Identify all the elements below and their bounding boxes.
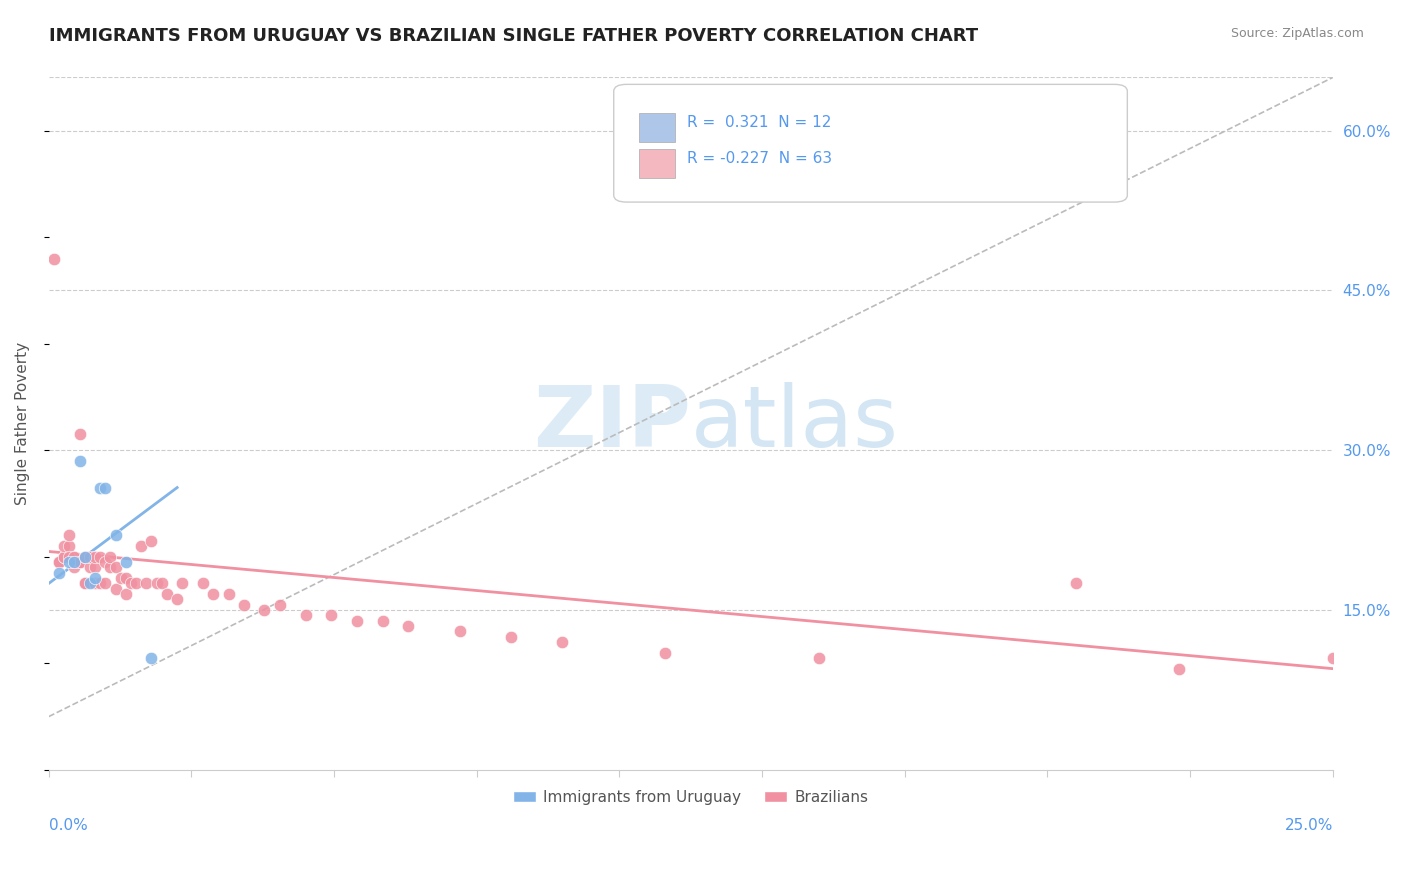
Point bbox=[79, 560, 101, 574]
Point bbox=[53, 549, 76, 564]
Point bbox=[63, 555, 86, 569]
Point bbox=[89, 549, 111, 564]
Text: R = -0.227  N = 63: R = -0.227 N = 63 bbox=[688, 151, 832, 166]
Point bbox=[79, 576, 101, 591]
Text: Source: ZipAtlas.com: Source: ZipAtlas.com bbox=[1230, 27, 1364, 40]
Point bbox=[69, 427, 91, 442]
Text: ZIP: ZIP bbox=[533, 382, 690, 465]
Point bbox=[100, 549, 122, 564]
Point bbox=[53, 549, 76, 564]
Point bbox=[150, 576, 173, 591]
Point bbox=[58, 549, 80, 564]
Text: R =  0.321  N = 12: R = 0.321 N = 12 bbox=[688, 115, 831, 130]
Y-axis label: Single Father Poverty: Single Father Poverty bbox=[15, 343, 30, 505]
Point bbox=[808, 651, 831, 665]
Point bbox=[125, 576, 148, 591]
Point bbox=[42, 252, 65, 266]
Point bbox=[104, 528, 127, 542]
Point bbox=[58, 555, 80, 569]
Text: atlas: atlas bbox=[690, 382, 898, 465]
Point bbox=[551, 635, 574, 649]
Text: IMMIGRANTS FROM URUGUAY VS BRAZILIAN SINGLE FATHER POVERTY CORRELATION CHART: IMMIGRANTS FROM URUGUAY VS BRAZILIAN SIN… bbox=[49, 27, 979, 45]
Point bbox=[114, 555, 136, 569]
Point bbox=[53, 539, 76, 553]
Text: 25.0%: 25.0% bbox=[1285, 818, 1333, 833]
Point bbox=[110, 571, 132, 585]
Text: 0.0%: 0.0% bbox=[49, 818, 87, 833]
Point bbox=[48, 566, 70, 580]
Point bbox=[73, 576, 96, 591]
Point bbox=[120, 576, 142, 591]
Point bbox=[94, 481, 117, 495]
Point bbox=[84, 560, 107, 574]
Point bbox=[156, 587, 179, 601]
FancyBboxPatch shape bbox=[640, 112, 675, 142]
Point bbox=[84, 549, 107, 564]
Point bbox=[89, 481, 111, 495]
Point bbox=[69, 555, 91, 569]
FancyBboxPatch shape bbox=[640, 149, 675, 178]
FancyBboxPatch shape bbox=[614, 85, 1128, 202]
Point bbox=[321, 608, 343, 623]
Point bbox=[94, 555, 117, 569]
Point bbox=[145, 576, 167, 591]
Point bbox=[1064, 576, 1087, 591]
Point bbox=[58, 528, 80, 542]
Point bbox=[94, 576, 117, 591]
Point bbox=[58, 539, 80, 553]
Point bbox=[48, 555, 70, 569]
Point bbox=[1322, 651, 1344, 665]
Point bbox=[135, 576, 157, 591]
Point bbox=[73, 576, 96, 591]
Point bbox=[1167, 662, 1189, 676]
Point bbox=[129, 539, 152, 553]
Point bbox=[371, 614, 394, 628]
Point bbox=[166, 592, 188, 607]
Point bbox=[202, 587, 225, 601]
Point bbox=[69, 555, 91, 569]
Point bbox=[232, 598, 254, 612]
Point bbox=[84, 571, 107, 585]
Point bbox=[104, 560, 127, 574]
Point bbox=[654, 646, 676, 660]
Point bbox=[269, 598, 291, 612]
Point bbox=[253, 603, 276, 617]
Point bbox=[114, 587, 136, 601]
Point bbox=[141, 533, 163, 548]
Point bbox=[218, 587, 240, 601]
Point bbox=[294, 608, 316, 623]
Point bbox=[63, 549, 86, 564]
Point bbox=[84, 576, 107, 591]
Point bbox=[89, 576, 111, 591]
Point bbox=[172, 576, 194, 591]
Point bbox=[63, 560, 86, 574]
Point bbox=[73, 549, 96, 564]
Point bbox=[79, 549, 101, 564]
Point bbox=[48, 555, 70, 569]
Point bbox=[499, 630, 522, 644]
Point bbox=[63, 555, 86, 569]
Point bbox=[396, 619, 419, 633]
Legend: Immigrants from Uruguay, Brazilians: Immigrants from Uruguay, Brazilians bbox=[506, 783, 875, 811]
Point bbox=[346, 614, 368, 628]
Point bbox=[114, 571, 136, 585]
Point bbox=[100, 560, 122, 574]
Point bbox=[449, 624, 471, 639]
Point bbox=[191, 576, 214, 591]
Point bbox=[69, 454, 91, 468]
Point bbox=[104, 582, 127, 596]
Point bbox=[73, 549, 96, 564]
Point bbox=[141, 651, 163, 665]
